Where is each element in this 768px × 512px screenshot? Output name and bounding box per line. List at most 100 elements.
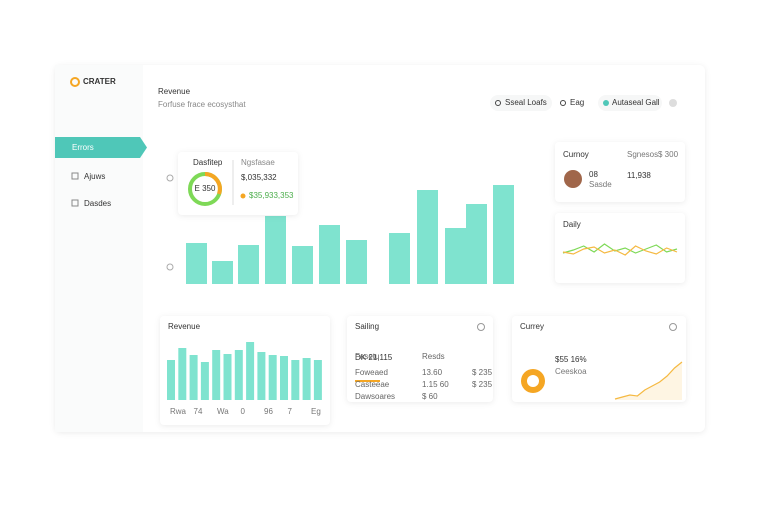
- x-label: Wa: [217, 407, 229, 416]
- bar: [346, 240, 367, 284]
- nav-item[interactable]: Ajuws: [84, 172, 105, 181]
- search-icon: [495, 100, 501, 106]
- popup-subvalue: $35,933,353: [249, 191, 294, 200]
- x-label: 74: [194, 407, 203, 416]
- card-icon[interactable]: [669, 323, 677, 331]
- row-cell: Fasetu: [355, 352, 379, 361]
- line: [562, 245, 678, 256]
- badge-inner: [527, 375, 539, 387]
- page-subtitle: Forfuse frace ecosysthat: [158, 100, 246, 109]
- selling-card: [347, 316, 493, 402]
- sidebar: [55, 65, 143, 432]
- bar: [280, 356, 288, 400]
- popup-sublabel: Ngsfasae: [241, 158, 275, 167]
- search-box[interactable]: [490, 95, 552, 111]
- card-value: $55 16%: [555, 355, 587, 364]
- bar: [212, 350, 221, 400]
- card-title: Currey: [520, 322, 544, 331]
- donut-segment: [204, 172, 222, 195]
- nav-icon: [71, 172, 79, 180]
- line: [614, 361, 683, 400]
- card-value: 11,938: [627, 171, 651, 180]
- selling-rows: Fasetu Resds Foweaed 13.60 $ 235 Casteeae 1.15…: [355, 352, 493, 401]
- popup-dot: [240, 193, 246, 199]
- search-text[interactable]: Sseal Loafs: [505, 98, 547, 107]
- user-icon[interactable]: [669, 99, 677, 107]
- bar: [246, 342, 255, 400]
- bar: [291, 360, 300, 400]
- daily-card: [555, 213, 685, 283]
- popup-card: [178, 152, 298, 215]
- nav-active[interactable]: [55, 137, 147, 158]
- line: [562, 243, 678, 254]
- currency-card: [555, 142, 685, 202]
- filter-text[interactable]: Eag: [570, 98, 584, 107]
- bar: [223, 354, 232, 400]
- bar: [178, 348, 187, 400]
- bar: [167, 360, 175, 400]
- bar: [186, 243, 207, 284]
- area: [615, 362, 682, 400]
- row-cell: Resds: [422, 352, 445, 361]
- x-label: 96: [264, 407, 273, 416]
- bar: [238, 245, 259, 284]
- card-value: DK 21,115: [355, 353, 393, 362]
- card-amount: $ 300: [658, 150, 679, 159]
- card-icon[interactable]: [477, 323, 485, 331]
- row-cell: 1.15 60: [422, 380, 449, 389]
- x-label: 7: [288, 407, 293, 416]
- currey-chart: [614, 361, 683, 400]
- bar: [302, 358, 311, 400]
- row-cell: $ 235: [472, 380, 493, 389]
- progress: [355, 380, 380, 382]
- axis-icon: [166, 174, 174, 182]
- toggle-text[interactable]: Autaseal Gall: [612, 98, 660, 107]
- toggle-dot: [603, 100, 609, 106]
- popup-label: Dasfitep: [193, 158, 223, 167]
- logo: CRATER: [83, 77, 116, 86]
- card-title: Revenue: [168, 322, 201, 331]
- nav-item[interactable]: Dasdes: [84, 199, 111, 208]
- popup-value: $,035,332: [241, 173, 277, 182]
- currey-card: [512, 316, 686, 402]
- nav-item[interactable]: Errors: [72, 143, 94, 152]
- card-title: Sailing: [355, 322, 379, 331]
- x-label: 0: [241, 407, 246, 416]
- row-cell: 13.60: [422, 368, 443, 377]
- bar: [292, 246, 313, 284]
- bar: [265, 216, 286, 284]
- card-title: Curnoy: [563, 150, 589, 159]
- bar: [445, 228, 466, 284]
- bar: [493, 185, 514, 284]
- main-bars: [186, 185, 514, 284]
- bar: [268, 355, 277, 400]
- row-cell: Foweaed: [355, 368, 388, 377]
- bar: [189, 355, 198, 400]
- revenue-chart: Rwa 74 Wa 0 96 7 Eg: [167, 342, 322, 416]
- bar: [319, 225, 340, 284]
- axis-icon: [166, 263, 174, 271]
- card-title: Daily: [563, 220, 581, 229]
- card-count: 08: [589, 170, 598, 179]
- logo-icon: [70, 77, 80, 87]
- avatar: [564, 170, 582, 188]
- card-label: Ceeskoa: [555, 367, 587, 376]
- toggle[interactable]: [598, 95, 662, 111]
- row-cell: Casteeae: [355, 380, 390, 389]
- bar: [389, 233, 410, 284]
- card-meta: Sgnesos: [627, 150, 658, 159]
- bar: [234, 350, 243, 400]
- row-cell: Dawsoares: [355, 392, 395, 401]
- daily-chart: [562, 243, 678, 256]
- bar: [200, 362, 209, 400]
- row-cell: $ 235: [472, 368, 493, 377]
- page-title: Revenue: [158, 87, 191, 96]
- x-label: Rwa: [170, 407, 187, 416]
- donut-label: E 350: [195, 184, 216, 193]
- nav-icon: [71, 199, 79, 207]
- x-label: Eg: [311, 407, 321, 416]
- bar: [257, 352, 266, 400]
- card-count-label: Sasde: [589, 180, 612, 189]
